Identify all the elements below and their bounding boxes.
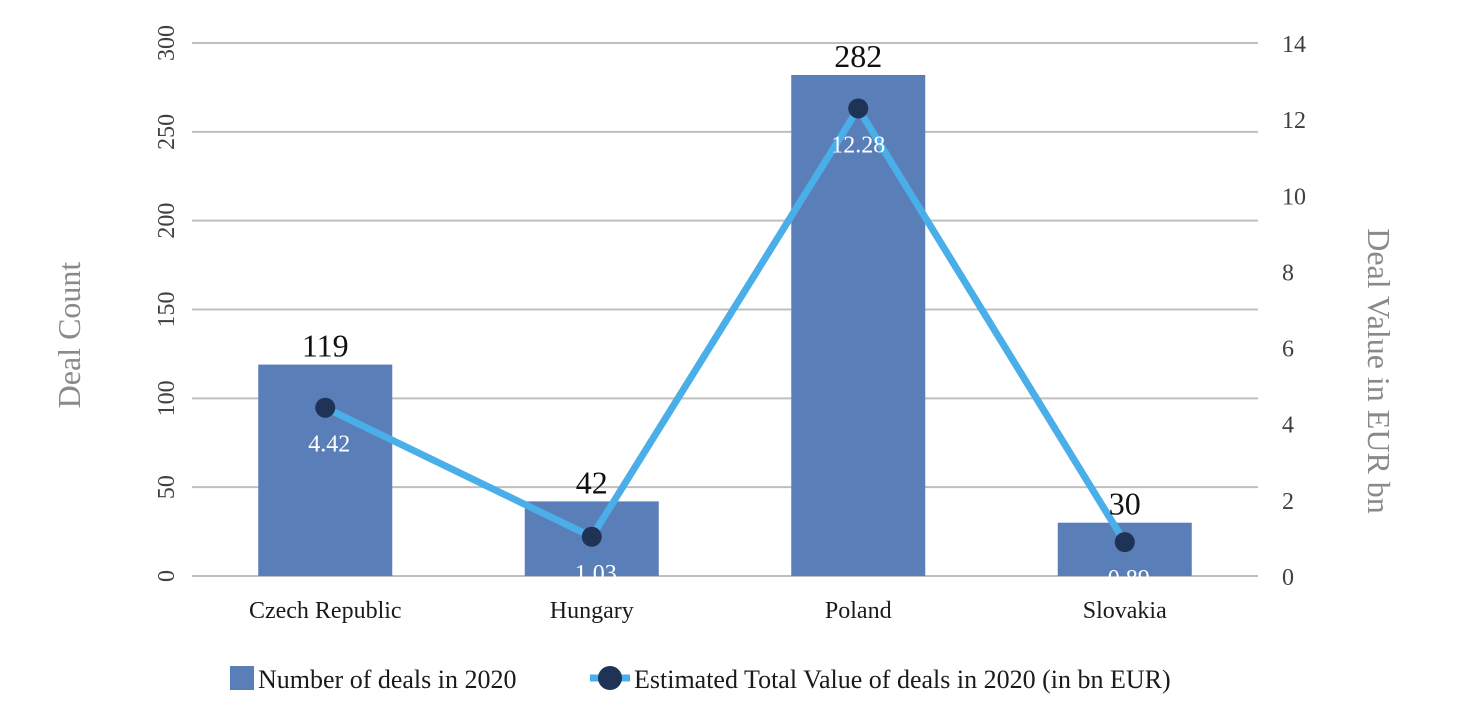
legend-label-line: Estimated Total Value of deals in 2020 (… (634, 665, 1171, 694)
y-tick-label-right: 10 (1282, 184, 1306, 210)
y-tick-label-right: 4 (1282, 413, 1294, 439)
y-tick-label-left: 50 (154, 475, 180, 499)
bar (258, 364, 393, 576)
y-axis-title-right: Deal Value in EUR bn (1361, 228, 1397, 514)
y-tick-label-left: 300 (154, 25, 180, 61)
legend-label-bar: Number of deals in 2020 (258, 665, 517, 694)
axes: 0 50 100 150 200 250 300 0 2 4 6 8 10 12 14 Czech Repub… (154, 25, 1306, 624)
line-marker (1114, 532, 1135, 553)
data-labels: 119 42 282 30 4.42 1.03 12.28 0.89 (302, 38, 1150, 592)
legend-swatch-marker (598, 666, 622, 690)
y-tick-label-left: 150 (154, 292, 180, 328)
y-tick-label-right: 0 (1282, 565, 1294, 591)
bar-data-label: 119 (302, 328, 349, 364)
legend-swatch-bar (230, 666, 254, 690)
line-data-label: 12.28 (831, 132, 885, 158)
x-tick-label: Slovakia (1083, 598, 1167, 624)
y-tick-label-left: 250 (154, 114, 180, 150)
y-tick-label-right: 6 (1282, 337, 1294, 363)
y-tick-label-right: 2 (1282, 489, 1294, 515)
y-tick-label-left: 0 (154, 570, 180, 582)
y-tick-label-right: 8 (1282, 260, 1294, 286)
line-series (315, 98, 1135, 553)
y-tick-label-left: 200 (154, 203, 180, 239)
bar (791, 74, 926, 576)
line-data-label: 1.03 (575, 561, 617, 587)
y-axis-title-left: Deal Count (51, 262, 87, 409)
line-marker (581, 526, 602, 547)
line-data-label: 0.89 (1108, 566, 1150, 592)
line-marker (315, 397, 336, 418)
x-tick-label: Hungary (550, 598, 634, 624)
line-data-label: 4.42 (308, 432, 350, 458)
value-line (323, 101, 1128, 544)
line-marker (848, 98, 869, 119)
legend: Number of deals in 2020 Estimated Total … (230, 665, 1171, 694)
y-tick-label-right: 12 (1282, 108, 1306, 134)
x-tick-label: Czech Republic (249, 598, 402, 624)
x-tick-label: Poland (825, 598, 892, 624)
bar-data-label: 30 (1109, 486, 1141, 522)
bar-data-label: 282 (834, 38, 882, 74)
y-tick-label-left: 100 (154, 380, 180, 416)
bar-data-label: 42 (576, 464, 608, 500)
y-tick-label-right: 14 (1282, 32, 1306, 58)
